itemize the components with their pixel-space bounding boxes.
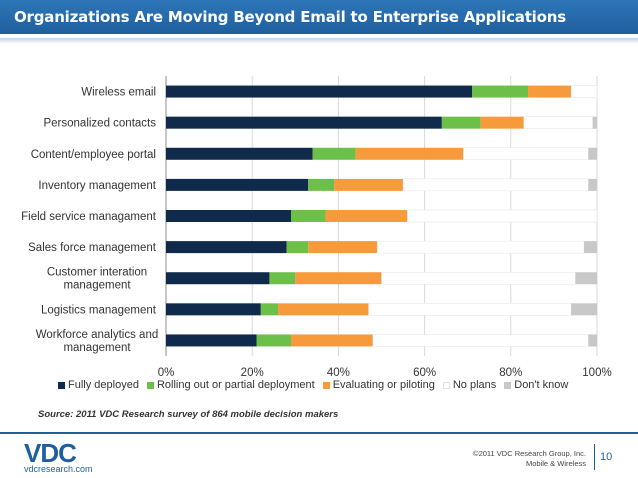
legend-label: No plans: [452, 379, 497, 391]
bar-segment: [295, 272, 382, 285]
stacked-bar-chart: Wireless email Personalized contacts Conte…: [21, 76, 612, 379]
title-band: Organizations Are Moving Beyond Email to…: [0, 0, 638, 38]
bar-segment: [588, 178, 597, 191]
legend-label: Don't know: [514, 379, 569, 391]
bar-segment: [528, 85, 572, 98]
legend-item: Fully deployed: [58, 379, 139, 391]
bar-segment: [166, 272, 270, 285]
legend-item: Evaluating or piloting: [322, 379, 435, 391]
copyright-line1: ©2011 VDC Research Group, Inc.: [473, 449, 586, 458]
bar-segment: [325, 210, 408, 222]
copyright-line2: Mobile & Wireless: [525, 459, 586, 468]
legend-swatch: [442, 381, 450, 389]
chart-legend: Fully deployed Rolling out or partial dep…: [58, 378, 576, 392]
legend-item: No plans: [442, 379, 497, 391]
bar-segment: [269, 272, 296, 285]
category-label: Wireless email: [81, 87, 156, 99]
vdc-logo: VDC: [24, 441, 78, 465]
bar-segment: [290, 210, 326, 222]
legend-label: Evaluating or piloting: [332, 379, 435, 391]
bar-segment: [523, 116, 593, 129]
bar-segment: [334, 178, 404, 191]
bar-segment: [166, 85, 473, 98]
bar-segment: [166, 147, 313, 160]
legend-swatch: [146, 381, 154, 389]
legend-swatch: [504, 381, 512, 389]
category-label: Logistics management: [41, 304, 157, 316]
bar-segment: [441, 116, 481, 129]
bar-segment: [407, 209, 598, 223]
legend-label: Fully deployed: [68, 379, 139, 391]
bar-segment: [402, 178, 589, 192]
bar-segment: [372, 334, 589, 347]
x-tick-label: 40%: [327, 367, 350, 379]
bar-segment: [312, 147, 356, 160]
category-label: Workforce analytics and: [36, 329, 159, 341]
page-number-divider: [594, 444, 595, 470]
bar-segment: [166, 303, 261, 316]
bar-segment: [571, 303, 597, 316]
x-tick-label: 60%: [413, 367, 436, 379]
bar-segment: [308, 178, 335, 191]
category-label: Field service managament: [21, 211, 157, 223]
bar-segment: [381, 271, 576, 285]
category-label: management: [63, 342, 131, 354]
bar-segment: [278, 303, 369, 316]
bar-segment: [480, 116, 524, 129]
logo-url: vdcresearch.com: [24, 464, 93, 474]
title-shadow: [0, 38, 638, 44]
page-number: 10: [600, 451, 613, 463]
x-tick-label: 20%: [241, 367, 264, 379]
bar-segment: [570, 85, 598, 98]
bar-segment: [166, 241, 287, 254]
bar-segment: [166, 116, 442, 129]
bar-segment: [166, 334, 257, 347]
bar-segment: [290, 334, 373, 347]
legend-swatch: [322, 381, 330, 389]
legend-item: Don't know: [504, 379, 568, 391]
bar-segment: [256, 334, 291, 347]
legend-label: Rolling out or partial deployment: [156, 379, 315, 391]
category-label: Personalized contacts: [43, 118, 156, 130]
category-label: Content/employee portal: [31, 149, 156, 161]
legend-swatch: [58, 381, 65, 389]
category-label: Sales force management: [28, 242, 157, 254]
bar-segment: [588, 334, 597, 347]
bar-segment: [260, 303, 279, 316]
bar-segment: [575, 272, 597, 285]
bar-segment: [308, 241, 378, 254]
x-tick-label: 0%: [158, 367, 175, 379]
page-title: Organizations Are Moving Beyond Email to…: [14, 8, 566, 26]
bar-segment: [463, 147, 589, 161]
bar-segment: [368, 303, 572, 316]
category-label: Inventory management: [38, 180, 156, 192]
source-note: Source: 2011 VDC Research survey of 864 …: [38, 409, 339, 420]
legend-item: Rolling out or partial deployment: [146, 379, 315, 391]
bar-segment: [472, 85, 529, 98]
bar-segment: [286, 241, 309, 254]
copyright: ©2011 VDC Research Group, Inc. Mobile & …: [473, 449, 586, 469]
x-tick-label: 80%: [499, 367, 522, 379]
bar-segment: [584, 241, 597, 254]
bar-segment: [592, 116, 597, 129]
category-label: management: [63, 280, 131, 292]
category-label: Customer interation: [47, 267, 147, 279]
logo-text: VDC: [24, 441, 77, 465]
bar-segment: [588, 147, 597, 160]
bar-segment: [376, 240, 585, 254]
bar-segment: [355, 147, 464, 160]
bar-segment: [166, 210, 291, 222]
x-tick-label: 100%: [582, 367, 611, 379]
bar-segment: [166, 178, 309, 191]
footer-divider: [0, 432, 638, 434]
